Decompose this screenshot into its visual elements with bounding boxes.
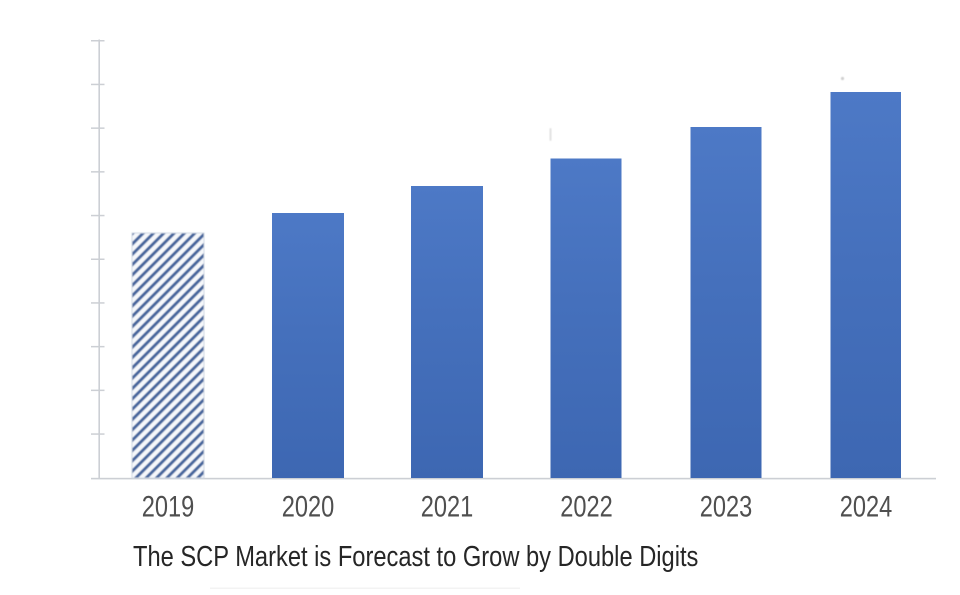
- svg-text:2024: 2024: [840, 490, 893, 523]
- svg-text:2019: 2019: [142, 490, 194, 523]
- svg-text:2020: 2020: [282, 490, 334, 523]
- svg-text:The SCP Market is Forecast to: The SCP Market is Forecast to Grow by Do…: [133, 540, 698, 573]
- svg-text:2023: 2023: [700, 490, 752, 523]
- svg-text:2021: 2021: [421, 490, 473, 523]
- svg-text:2022: 2022: [560, 490, 612, 523]
